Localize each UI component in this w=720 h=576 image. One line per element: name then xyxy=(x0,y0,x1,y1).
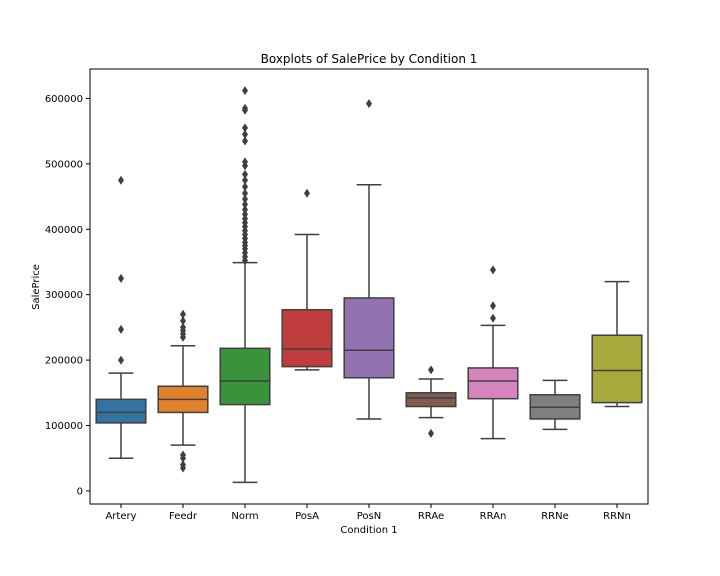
outlier-point xyxy=(118,355,124,365)
outlier-point xyxy=(490,301,496,311)
x-tick-label: RRNn xyxy=(603,511,631,522)
box-feedr xyxy=(157,309,209,473)
outlier-point xyxy=(304,188,310,198)
outlier-point xyxy=(118,273,124,283)
box-iqr xyxy=(405,392,457,408)
y-tick-label: 600000 xyxy=(45,94,83,105)
y-tick-label: 300000 xyxy=(45,290,83,301)
outlier-point xyxy=(242,214,248,224)
x-tick-label: RRAn xyxy=(480,511,507,522)
x-tick-label: Artery xyxy=(105,511,136,522)
x-axis: Artery Feedr Norm PosA PosN RRAe RRAn RRNe RRNn xyxy=(105,504,631,522)
outlier-point xyxy=(242,182,248,192)
box-iqr xyxy=(219,347,271,406)
x-tick-label: RRNe xyxy=(541,511,569,522)
outlier-point xyxy=(118,324,124,334)
outlier-point xyxy=(180,322,186,332)
chart-title: Boxplots of SalePrice by Condition 1 xyxy=(261,52,478,66)
box-iqr xyxy=(281,308,333,368)
box-rrnn xyxy=(591,280,643,408)
outlier-point xyxy=(180,460,186,470)
outlier-point xyxy=(180,450,186,460)
outlier-point xyxy=(366,99,372,109)
x-tick-label: PosN xyxy=(357,511,381,522)
plot-area xyxy=(95,86,643,484)
outlier-point xyxy=(242,123,248,133)
box-rrae xyxy=(405,365,457,438)
outlier-point xyxy=(242,103,248,113)
outlier-point xyxy=(242,175,248,185)
x-tick-label: PosA xyxy=(295,511,319,522)
outlier-point xyxy=(180,316,186,326)
box-norm xyxy=(219,86,271,484)
box-artery xyxy=(95,175,147,459)
box-iqr xyxy=(95,398,147,424)
box-posn xyxy=(343,99,395,420)
y-tick-label: 0 xyxy=(77,486,83,497)
outlier-point xyxy=(180,309,186,319)
box-iqr xyxy=(467,367,519,400)
outlier-point xyxy=(242,205,248,215)
outlier-point xyxy=(490,313,496,323)
outlier-point xyxy=(242,194,248,204)
outlier-point xyxy=(242,136,248,146)
outlier-point xyxy=(428,365,434,375)
box-rrne xyxy=(529,379,581,431)
box-rran xyxy=(467,265,519,440)
outlier-point xyxy=(242,199,248,209)
outlier-point xyxy=(242,188,248,198)
x-tick-label: RRAe xyxy=(418,511,444,522)
outlier-point xyxy=(242,169,248,179)
outlier-point xyxy=(490,265,496,275)
y-axis-label: SalePrice xyxy=(31,264,42,310)
outlier-point xyxy=(242,86,248,96)
y-tick-label: 100000 xyxy=(45,421,83,432)
y-tick-label: 500000 xyxy=(45,159,83,170)
outlier-point xyxy=(242,157,248,167)
x-tick-label: Feedr xyxy=(169,511,198,522)
x-axis-label: Condition 1 xyxy=(340,525,397,536)
outlier-point xyxy=(242,209,248,219)
outlier-point xyxy=(428,428,434,438)
box-iqr xyxy=(343,297,395,379)
outlier-point xyxy=(118,175,124,185)
y-tick-label: 400000 xyxy=(45,225,83,236)
y-tick-label: 200000 xyxy=(45,356,83,367)
y-axis: 0 100000 200000 300000 400000 500000 600000 xyxy=(45,94,90,497)
box-iqr xyxy=(591,334,643,404)
x-tick-label: Norm xyxy=(231,511,258,522)
outlier-point xyxy=(242,129,248,139)
box-posa xyxy=(281,188,333,371)
